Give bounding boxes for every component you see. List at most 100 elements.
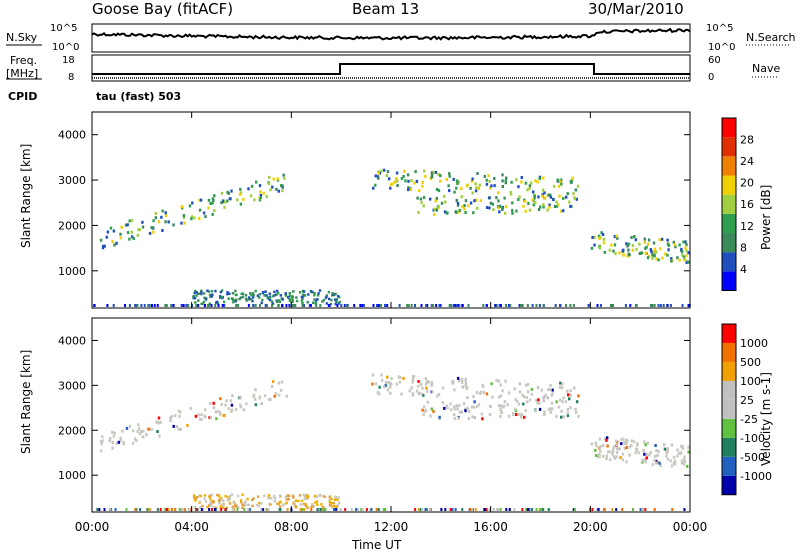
data-cell [181,508,184,511]
data-cell [213,209,216,213]
data-cell [680,444,683,448]
data-cell [457,416,460,420]
data-cell [530,181,533,185]
data-cell [461,205,464,209]
data-cell [313,293,316,297]
data-cell [411,375,415,379]
data-cell [265,294,268,297]
data-cell [497,404,501,408]
x-tick-label: 04:00 [174,520,209,534]
data-cell [191,201,194,205]
colorbar-segment [722,252,736,272]
data-cell [235,298,238,301]
data-cell [471,508,474,511]
data-cell [497,206,500,210]
data-cell [471,191,474,195]
data-cell [386,304,389,307]
data-cell [577,394,580,398]
data-cell [241,506,244,510]
data-cell [457,304,460,307]
data-cell [598,455,601,459]
data-cell [630,236,633,239]
data-cell [448,304,451,307]
data-cell [415,389,419,393]
data-cell [557,184,561,188]
data-cell [460,195,463,199]
data-cell [109,508,112,511]
data-cell [453,417,457,421]
data-cell [433,208,437,212]
data-cell [257,504,261,508]
data-cell [618,447,621,451]
data-cell [572,304,575,307]
x-tick-label: 00:00 [673,520,708,534]
data-cell [438,417,441,421]
data-cell [145,433,148,437]
data-cell [278,501,281,504]
data-cell [407,304,410,307]
data-cell [310,505,313,508]
data-cell [319,304,322,307]
data-cell [458,210,461,214]
data-cell [209,202,212,205]
data-cell [288,294,291,298]
data-cell [100,449,103,453]
data-cell [557,203,560,207]
data-cell [100,442,103,446]
data-cell [548,203,551,207]
data-cell [249,297,253,301]
data-cell [198,208,202,212]
data-cell [679,451,682,455]
data-cell [596,508,599,511]
colorbar-tick-label: 25 [740,394,754,407]
data-cell [439,304,442,307]
data-cell [417,380,420,383]
data-cell [271,380,275,384]
data-cell [154,211,157,215]
data-cell [209,401,212,405]
data-cell [485,178,488,182]
data-cell [665,451,668,455]
data-cell [242,408,246,412]
data-cell [238,297,241,301]
data-cell [517,185,520,189]
data-cell [128,237,131,241]
data-cell [234,504,237,507]
data-cell [612,249,615,253]
data-cell [560,409,563,413]
data-cell [298,494,302,497]
data-cell [599,304,602,307]
data-cell [279,508,282,511]
data-cell [276,502,279,506]
data-cell [546,208,549,212]
y-tick-label: 4000 [58,334,86,347]
data-cell [547,193,550,197]
data-cell [384,304,386,307]
noise-left-tick-bottom: 10^0 [52,42,79,53]
data-cell [241,503,244,506]
colorbar-tick-label: -100 [740,432,765,445]
freq-left-label-2: [MHz] [6,67,38,80]
data-cell [216,300,219,304]
data-cell [210,293,214,296]
data-cell [571,177,574,180]
data-cell [259,193,263,197]
data-cell [199,494,202,498]
data-cell [621,437,624,441]
data-cell [226,199,229,203]
data-cell [540,388,543,392]
data-cell [483,174,486,178]
data-cell [167,508,170,511]
data-cell [327,290,331,294]
data-cell [519,304,522,307]
data-cell [272,494,276,498]
colorbar-tick-label: -25 [740,413,758,426]
data-cell [683,455,686,459]
data-cell [681,304,684,307]
data-cell [526,508,529,511]
data-cell [249,194,253,198]
data-cell [234,289,237,293]
data-cell [666,457,670,461]
data-cell [141,225,145,229]
data-cell [471,177,474,181]
